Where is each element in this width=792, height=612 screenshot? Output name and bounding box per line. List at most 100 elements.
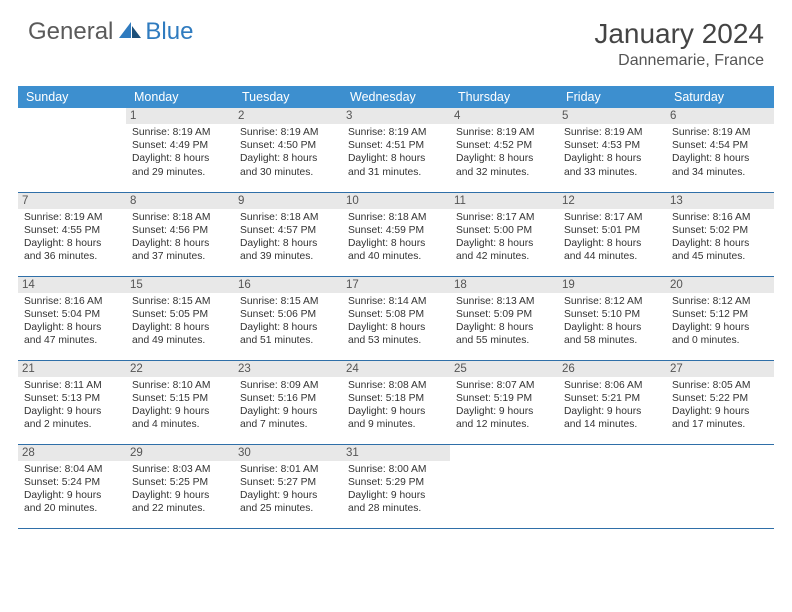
- calendar-day-cell: 26Sunrise: 8:06 AMSunset: 5:21 PMDayligh…: [558, 360, 666, 444]
- sunrise-text: Sunrise: 8:14 AM: [348, 295, 444, 308]
- daylight-text: Daylight: 8 hours and 47 minutes.: [24, 321, 120, 347]
- daylight-text: Daylight: 9 hours and 25 minutes.: [240, 489, 336, 515]
- sunset-text: Sunset: 5:01 PM: [564, 224, 660, 237]
- calendar-day-cell: [558, 444, 666, 528]
- calendar-day-cell: 9Sunrise: 8:18 AMSunset: 4:57 PMDaylight…: [234, 192, 342, 276]
- daylight-text: Daylight: 8 hours and 32 minutes.: [456, 152, 552, 178]
- sunset-text: Sunset: 5:10 PM: [564, 308, 660, 321]
- daylight-text: Daylight: 9 hours and 4 minutes.: [132, 405, 228, 431]
- sunrise-text: Sunrise: 8:18 AM: [348, 211, 444, 224]
- calendar-day-cell: [18, 108, 126, 192]
- sunset-text: Sunset: 5:12 PM: [672, 308, 768, 321]
- calendar-day-cell: 15Sunrise: 8:15 AMSunset: 5:05 PMDayligh…: [126, 276, 234, 360]
- title-block: January 2024 Dannemarie, France: [594, 18, 764, 70]
- day-number: 13: [666, 193, 774, 209]
- sunrise-text: Sunrise: 8:05 AM: [672, 379, 768, 392]
- day-number: 9: [234, 193, 342, 209]
- day-number: 4: [450, 108, 558, 124]
- day-number: 19: [558, 277, 666, 293]
- sunset-text: Sunset: 4:51 PM: [348, 139, 444, 152]
- weekday-header: Wednesday: [342, 86, 450, 108]
- sunset-text: Sunset: 4:56 PM: [132, 224, 228, 237]
- calendar-day-cell: 18Sunrise: 8:13 AMSunset: 5:09 PMDayligh…: [450, 276, 558, 360]
- page-title: January 2024: [594, 18, 764, 50]
- day-number: 7: [18, 193, 126, 209]
- sunrise-text: Sunrise: 8:17 AM: [456, 211, 552, 224]
- sunrise-text: Sunrise: 8:03 AM: [132, 463, 228, 476]
- sunrise-text: Sunrise: 8:00 AM: [348, 463, 444, 476]
- sunrise-text: Sunrise: 8:06 AM: [564, 379, 660, 392]
- sunrise-text: Sunrise: 8:19 AM: [348, 126, 444, 139]
- daylight-text: Daylight: 9 hours and 22 minutes.: [132, 489, 228, 515]
- weekday-header: Saturday: [666, 86, 774, 108]
- sunrise-text: Sunrise: 8:01 AM: [240, 463, 336, 476]
- day-number: 22: [126, 361, 234, 377]
- calendar-day-cell: 24Sunrise: 8:08 AMSunset: 5:18 PMDayligh…: [342, 360, 450, 444]
- sunrise-text: Sunrise: 8:12 AM: [564, 295, 660, 308]
- calendar-day-cell: 3Sunrise: 8:19 AMSunset: 4:51 PMDaylight…: [342, 108, 450, 192]
- day-number: 24: [342, 361, 450, 377]
- sunrise-text: Sunrise: 8:17 AM: [564, 211, 660, 224]
- sunset-text: Sunset: 5:15 PM: [132, 392, 228, 405]
- daylight-text: Daylight: 9 hours and 28 minutes.: [348, 489, 444, 515]
- sunset-text: Sunset: 5:06 PM: [240, 308, 336, 321]
- weekday-header: Sunday: [18, 86, 126, 108]
- sunset-text: Sunset: 4:50 PM: [240, 139, 336, 152]
- daylight-text: Daylight: 8 hours and 39 minutes.: [240, 237, 336, 263]
- sunset-text: Sunset: 5:22 PM: [672, 392, 768, 405]
- sunset-text: Sunset: 5:02 PM: [672, 224, 768, 237]
- sunrise-text: Sunrise: 8:16 AM: [24, 295, 120, 308]
- daylight-text: Daylight: 8 hours and 42 minutes.: [456, 237, 552, 263]
- sunset-text: Sunset: 4:53 PM: [564, 139, 660, 152]
- logo: General Blue: [28, 18, 193, 46]
- calendar-day-cell: 28Sunrise: 8:04 AMSunset: 5:24 PMDayligh…: [18, 444, 126, 528]
- sunset-text: Sunset: 4:55 PM: [24, 224, 120, 237]
- day-number: 17: [342, 277, 450, 293]
- day-number: 3: [342, 108, 450, 124]
- calendar-week-row: 7 Sunrise: 8:19 AMSunset: 4:55 PM Daylight…: [18, 192, 774, 276]
- calendar-day-cell: [666, 444, 774, 528]
- daylight-text: Daylight: 8 hours and 49 minutes.: [132, 321, 228, 347]
- calendar-day-cell: 2Sunrise: 8:19 AMSunset: 4:50 PMDaylight…: [234, 108, 342, 192]
- daylight-text: Daylight: 8 hours and 40 minutes.: [348, 237, 444, 263]
- daylight-text: Daylight: 9 hours and 9 minutes.: [348, 405, 444, 431]
- day-number: 29: [126, 445, 234, 461]
- sunrise-text: Sunrise: 8:19 AM: [564, 126, 660, 139]
- sunrise-text: Sunrise: 8:16 AM: [672, 211, 768, 224]
- day-number: 11: [450, 193, 558, 209]
- sunrise-text: Sunrise: 8:08 AM: [348, 379, 444, 392]
- calendar-week-row: 28Sunrise: 8:04 AMSunset: 5:24 PMDayligh…: [18, 444, 774, 528]
- daylight-text: Daylight: 9 hours and 14 minutes.: [564, 405, 660, 431]
- day-number: 6: [666, 108, 774, 124]
- sunrise-text: Sunrise: 8:04 AM: [24, 463, 120, 476]
- sunset-text: Sunset: 5:04 PM: [24, 308, 120, 321]
- day-number: 27: [666, 361, 774, 377]
- day-number: 1: [126, 108, 234, 124]
- calendar-day-cell: 4Sunrise: 8:19 AMSunset: 4:52 PMDaylight…: [450, 108, 558, 192]
- calendar-day-cell: 16Sunrise: 8:15 AMSunset: 5:06 PMDayligh…: [234, 276, 342, 360]
- sunrise-text: Sunrise: 8:19 AM: [24, 211, 120, 224]
- weekday-header: Tuesday: [234, 86, 342, 108]
- daylight-text: Daylight: 8 hours and 33 minutes.: [564, 152, 660, 178]
- calendar-week-row: 21Sunrise: 8:11 AMSunset: 5:13 PMDayligh…: [18, 360, 774, 444]
- daylight-text: Daylight: 9 hours and 2 minutes.: [24, 405, 120, 431]
- calendar-day-cell: 31Sunrise: 8:00 AMSunset: 5:29 PMDayligh…: [342, 444, 450, 528]
- daylight-text: Daylight: 8 hours and 58 minutes.: [564, 321, 660, 347]
- sunrise-text: Sunrise: 8:19 AM: [456, 126, 552, 139]
- daylight-text: Daylight: 9 hours and 17 minutes.: [672, 405, 768, 431]
- daylight-text: Daylight: 9 hours and 0 minutes.: [672, 321, 768, 347]
- sunrise-text: Sunrise: 8:18 AM: [240, 211, 336, 224]
- day-number: 30: [234, 445, 342, 461]
- location-label: Dannemarie, France: [594, 52, 764, 70]
- sunrise-text: Sunrise: 8:15 AM: [132, 295, 228, 308]
- sunset-text: Sunset: 5:00 PM: [456, 224, 552, 237]
- daylight-text: Daylight: 9 hours and 20 minutes.: [24, 489, 120, 515]
- sunrise-text: Sunrise: 8:13 AM: [456, 295, 552, 308]
- calendar-day-cell: 30Sunrise: 8:01 AMSunset: 5:27 PMDayligh…: [234, 444, 342, 528]
- calendar-table: Sunday Monday Tuesday Wednesday Thursday…: [18, 86, 774, 529]
- sunset-text: Sunset: 5:05 PM: [132, 308, 228, 321]
- sunrise-text: Sunrise: 8:15 AM: [240, 295, 336, 308]
- day-number: 5: [558, 108, 666, 124]
- daylight-text: Daylight: 8 hours and 34 minutes.: [672, 152, 768, 178]
- calendar-day-cell: 20Sunrise: 8:12 AMSunset: 5:12 PMDayligh…: [666, 276, 774, 360]
